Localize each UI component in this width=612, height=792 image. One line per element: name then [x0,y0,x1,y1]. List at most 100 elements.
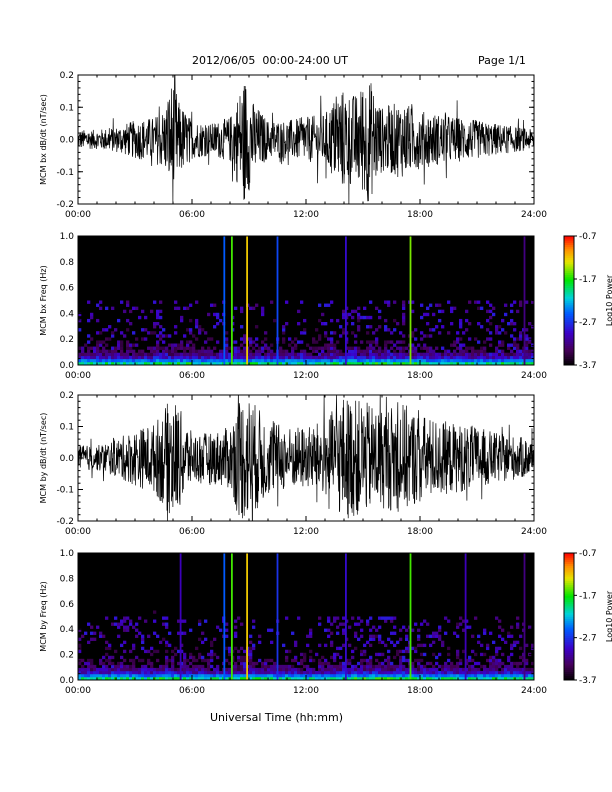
spectrogram-cell [318,676,322,681]
spectrogram-cell [303,349,307,354]
spectrogram-cell [273,676,277,681]
spectrogram-cell [321,673,325,678]
spectrogram-cell [111,661,115,666]
spectrogram-cell [339,655,343,660]
spectrogram-cell [510,673,514,678]
spectrogram-cell [438,664,442,669]
colorbar-segment [564,588,574,592]
spectrogram-cell [225,646,229,651]
spectrogram-cell [99,670,103,675]
spectrogram-cell [459,358,463,363]
spectrogram-cell [210,349,214,354]
spectrogram-cell [378,309,382,314]
spectrogram-cell [402,355,406,360]
spectrogram-cell [141,673,145,678]
spectrogram-cell [111,349,115,354]
spectrogram-cell [321,352,325,357]
spectrogram-cell [456,622,460,626]
spectrogram-cell [438,634,442,638]
spectrogram-cell [228,661,232,666]
colorbar-segment [564,582,574,586]
spectrogram-cell [126,667,130,672]
spectrogram-cell [429,661,433,666]
spectrogram-cell [204,670,208,675]
spectrogram-cell [114,349,118,354]
spectrogram-cell [120,661,124,666]
spectrogram-cell [117,343,121,347]
spectrogram-cell [279,358,283,363]
spectrogram-cell [102,328,106,332]
spectrogram-cell [99,352,103,357]
spectrogram-cell [318,346,322,350]
spectrogram-cell [366,670,370,675]
spectrogram-cell [168,631,172,635]
spectrogram-cell [357,355,361,360]
spectrogram-cell [258,355,262,360]
spectrogram-cell [198,676,202,681]
spectrogram-cell [417,667,421,672]
colorbar-segment [564,251,574,254]
spectrogram-cell [390,667,394,672]
spectrogram-cell [450,306,454,311]
spectrogram-cell [327,337,331,341]
spectrogram-cell [393,300,397,304]
spectrogram-cell [189,349,193,354]
spectrogram-cell [219,355,223,360]
spectrogram-cell [486,643,490,648]
spectrogram-cell [264,661,268,666]
spectrogram-cell [390,355,394,360]
spectrogram-cell [369,667,373,672]
colorbar-segment [564,584,574,588]
colorbar-segment [564,319,574,323]
spectrogram-cell [450,667,454,672]
spectrogram-cell [126,355,130,360]
spectrogram-cell [486,355,490,360]
spectrogram-cell [171,355,175,360]
spectrogram-cell [438,355,442,360]
spectrogram-cell [210,337,214,341]
spectrogram-cell [240,361,244,366]
spectrogram-cell [150,652,154,657]
spectrogram-cell [447,361,451,366]
spectrogram-cell [333,667,337,672]
spectrogram-cell [207,658,211,663]
spectrogram-cell [129,667,133,672]
spectrogram-cell [393,355,397,360]
spectrogram-cell [375,664,379,669]
spectrogram-cell [240,667,244,672]
spectrogram-cell [489,661,493,666]
spectrogram-cell [90,625,94,629]
spectrogram-cell [267,628,271,632]
spectrogram-cell [360,358,364,363]
spectrogram-cell [456,670,460,675]
spectrogram-cell [183,661,187,666]
spectrogram-cell [399,349,403,354]
spectrogram-cell [210,664,214,669]
spectrogram-cell [192,664,196,669]
spectrogram-cell [174,349,178,354]
colorbar-segment [564,279,574,282]
spectrogram-cell [477,640,481,645]
spectrogram-cell [261,661,265,666]
spectrogram-cell [525,667,529,672]
spectrogram-cell [291,631,295,635]
spectrogram-cell [363,676,367,681]
spectrogram-cell [294,358,298,363]
spectrogram-cell [132,358,136,363]
spectrogram-cell [135,343,139,347]
spectrogram-cell [174,343,178,347]
spectrogram-cell [123,309,127,314]
spectrogram-cell [303,676,307,681]
spectrogram-cell [219,349,223,354]
spectrogram-cell [330,676,334,681]
spectrogram-cell [396,322,400,326]
spectrogram-cell [312,673,316,678]
spectrogram-cell [213,652,217,657]
spectrogram-cell [360,315,364,320]
spectrogram-cell [243,346,247,350]
spectrogram-cell [144,315,148,320]
spectrogram-cell [369,358,373,363]
spectrogram-cell [405,670,409,675]
spectrogram-cell [462,628,466,632]
colorbar-segment [564,574,574,577]
